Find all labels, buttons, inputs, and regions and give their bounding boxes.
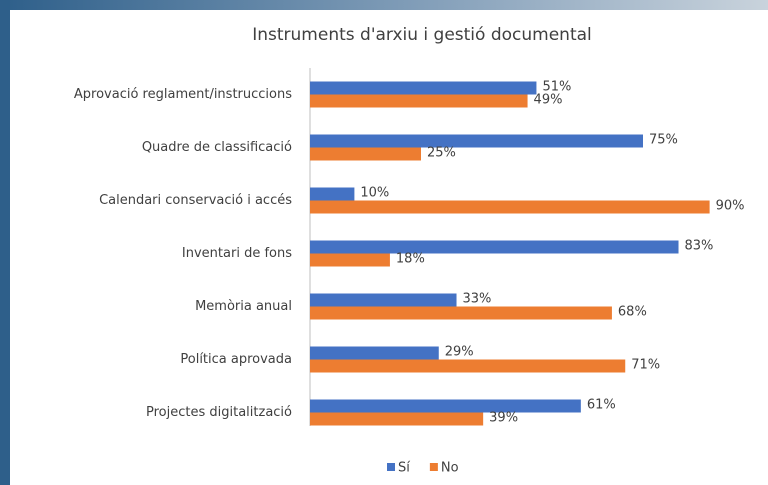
value-label: 49% — [534, 93, 563, 108]
value-label: 25% — [427, 146, 456, 161]
value-label: 18% — [396, 252, 425, 267]
bar — [310, 134, 643, 148]
category-label: Quadre de classificació — [142, 140, 292, 155]
category-label: Memòria anual — [195, 299, 292, 314]
chart-title: Instruments d'arxiu i gestió documental — [252, 25, 592, 45]
value-label: 39% — [489, 411, 518, 426]
bar — [310, 187, 355, 201]
bar — [310, 240, 679, 254]
category-label: Política aprovada — [180, 352, 292, 367]
legend-label: No — [441, 461, 459, 476]
value-label: 29% — [445, 345, 474, 360]
bar — [310, 399, 581, 413]
bar — [310, 359, 626, 373]
legend-label: Sí — [398, 461, 410, 476]
category-label: Aprovació reglament/instruccions — [74, 87, 292, 102]
legend-swatch — [429, 463, 438, 471]
bar — [310, 147, 421, 161]
bar — [310, 412, 484, 426]
bar — [310, 200, 710, 214]
bar — [310, 94, 528, 108]
category-label: Projectes digitalització — [146, 405, 292, 420]
value-label: 33% — [463, 292, 492, 307]
bar — [310, 81, 537, 95]
bar — [310, 293, 457, 307]
bar — [310, 306, 612, 320]
value-label: 10% — [360, 186, 389, 201]
value-label: 51% — [542, 80, 571, 95]
frame-top — [0, 0, 768, 10]
category-label: Calendari conservació i accés — [99, 193, 292, 208]
legend-swatch — [387, 463, 395, 471]
value-label: 71% — [631, 358, 660, 373]
value-label: 75% — [649, 133, 678, 148]
value-label: 61% — [587, 398, 616, 413]
bar — [310, 253, 390, 267]
value-label: 83% — [685, 239, 714, 254]
bar — [310, 346, 439, 360]
value-label: 90% — [716, 199, 745, 214]
value-label: 68% — [618, 305, 647, 320]
frame-left — [0, 0, 10, 485]
category-label: Inventari de fons — [182, 246, 292, 261]
